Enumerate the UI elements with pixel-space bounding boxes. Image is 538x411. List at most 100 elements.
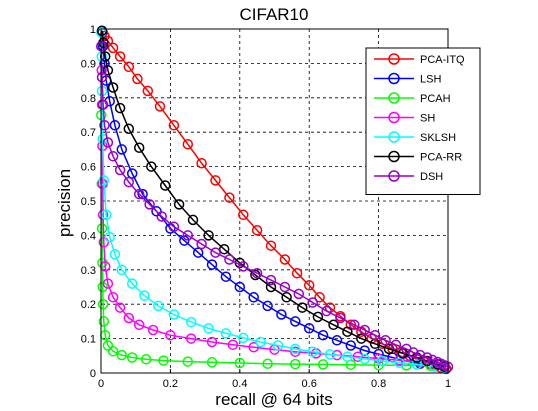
data-point: [411, 359, 423, 370]
series-line: [100, 32, 445, 369]
series-line: [100, 114, 445, 367]
y-tick-label: 0.3: [81, 265, 96, 277]
data-point: [238, 209, 249, 221]
x-tick-label: 0.6: [302, 378, 317, 390]
data-point: [102, 137, 114, 148]
data-point: [107, 82, 119, 93]
legend-label: SH: [420, 113, 435, 125]
data-point: [281, 292, 292, 303]
data-point: [133, 319, 145, 331]
data-point: [421, 352, 433, 363]
data-point: [114, 302, 126, 313]
y-tick-label: 0.6: [81, 162, 96, 174]
legend-swatch-marker: [388, 92, 400, 104]
data-point: [206, 357, 218, 368]
data-point: [182, 356, 194, 367]
y-tick-label: 0.8: [81, 93, 96, 105]
data-point: [179, 235, 190, 246]
data-point: [265, 281, 277, 293]
data-point: [203, 230, 214, 241]
data-point: [331, 335, 343, 346]
data-point: [345, 340, 357, 351]
data-point: [265, 274, 277, 286]
data-point: [293, 288, 305, 300]
data-point: [290, 316, 301, 327]
data-point: [262, 300, 273, 312]
series-line: [100, 46, 445, 367]
x-tick-label: 0.4: [232, 378, 247, 390]
axis-ticks: 0 0.2 0.4 0.6 0.8 1 0 0.1 0.2 0.3 0.4 0.5 0.6 0.7 0.8 0…: [81, 24, 451, 390]
data-point: [98, 237, 110, 248]
y-tick-label: 0.2: [81, 299, 96, 311]
data-point: [335, 312, 346, 324]
data-point: [414, 349, 426, 361]
data-point: [234, 357, 246, 369]
data-point: [196, 238, 207, 250]
data-point: [98, 175, 110, 186]
data-point: [123, 176, 135, 188]
data-point: [303, 323, 315, 334]
legend-label: LSH: [420, 74, 441, 86]
data-point: [102, 278, 114, 289]
data-point: [126, 352, 138, 363]
data-point: [408, 347, 419, 358]
data-point: [154, 101, 166, 112]
data-point: [133, 142, 145, 153]
data-point: [262, 358, 273, 369]
data-point: [307, 346, 318, 357]
data-point: [107, 151, 119, 162]
data-point: [109, 120, 121, 131]
data-point: [185, 333, 197, 344]
data-point: [182, 138, 194, 150]
data-point: [342, 351, 353, 363]
data-point: [276, 309, 287, 320]
data-point: [114, 102, 126, 114]
data-point: [227, 339, 239, 351]
data-point: [96, 25, 108, 36]
data-point: [224, 192, 235, 203]
data-point: [126, 168, 138, 179]
data-point: [255, 336, 266, 348]
data-point: [114, 164, 126, 176]
y-tick-label: 1: [90, 24, 96, 36]
data-point: [290, 346, 301, 357]
data-point: [168, 309, 180, 320]
data-point: [394, 357, 405, 368]
data-point: [421, 355, 433, 367]
data-point: [147, 324, 159, 336]
data-point: [133, 188, 145, 200]
data-point: [314, 292, 325, 303]
x-tick-label: 0.8: [371, 378, 386, 390]
plot-frame: [100, 28, 449, 374]
data-point: [251, 224, 263, 236]
data-point: [100, 209, 112, 221]
data-point: [132, 73, 143, 85]
data-point: [317, 359, 329, 370]
legend: PCA-ITQ LSH PCAH SH SKLSH PCA-RR DSH: [365, 47, 481, 195]
data-point: [139, 290, 150, 301]
y-tick-label: 0.4: [81, 230, 96, 242]
data-point: [359, 324, 370, 336]
y-tick-label: 0.7: [81, 127, 96, 139]
data-point: [97, 281, 108, 293]
data-point: [290, 358, 301, 370]
legend-swatch-marker: [388, 131, 400, 143]
data-point: [303, 280, 315, 291]
data-point: [210, 175, 221, 186]
x-tick-label: 1: [445, 378, 451, 390]
data-point: [159, 180, 171, 191]
y-tick-label: 0: [90, 368, 96, 380]
x-tick-label: 0.2: [163, 378, 178, 390]
data-point: [290, 343, 301, 355]
data-point: [97, 298, 109, 310]
data-point: [168, 120, 180, 131]
data-point: [234, 281, 246, 293]
data-point: [248, 292, 259, 303]
data-point: [123, 61, 135, 73]
data-point: [224, 254, 235, 265]
data-point: [107, 292, 119, 303]
data-point: [98, 316, 110, 327]
data-point: [107, 42, 119, 54]
data-point: [123, 312, 135, 324]
